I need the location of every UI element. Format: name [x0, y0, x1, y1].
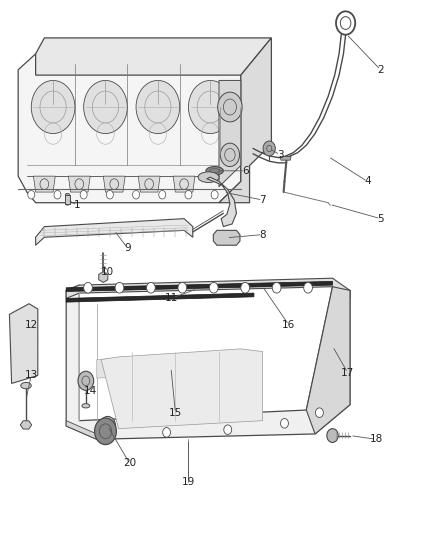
Text: 16: 16	[282, 320, 296, 330]
Polygon shape	[33, 176, 55, 192]
Ellipse shape	[65, 203, 70, 205]
Ellipse shape	[220, 233, 233, 242]
Polygon shape	[103, 176, 125, 192]
Polygon shape	[306, 287, 350, 434]
Polygon shape	[10, 304, 38, 383]
Text: 11: 11	[164, 293, 177, 303]
Polygon shape	[219, 80, 241, 187]
Polygon shape	[138, 176, 160, 192]
Text: 10: 10	[101, 267, 114, 277]
Polygon shape	[35, 38, 272, 75]
Text: 9: 9	[124, 243, 131, 253]
Polygon shape	[219, 38, 272, 203]
Circle shape	[327, 429, 338, 442]
Text: 12: 12	[25, 320, 38, 330]
Ellipse shape	[198, 172, 219, 182]
Text: 8: 8	[259, 230, 266, 240]
Circle shape	[136, 80, 180, 134]
Circle shape	[20, 365, 29, 375]
Circle shape	[147, 282, 155, 293]
Circle shape	[31, 80, 75, 134]
Polygon shape	[18, 54, 241, 203]
Circle shape	[241, 282, 250, 293]
Polygon shape	[66, 285, 350, 439]
Ellipse shape	[65, 193, 70, 196]
Polygon shape	[213, 230, 240, 245]
Polygon shape	[20, 421, 32, 429]
Circle shape	[263, 141, 276, 156]
Polygon shape	[65, 195, 70, 204]
Polygon shape	[97, 352, 241, 378]
Polygon shape	[66, 278, 350, 298]
Polygon shape	[35, 219, 193, 245]
Polygon shape	[101, 349, 263, 429]
Circle shape	[106, 426, 114, 436]
Circle shape	[115, 282, 124, 293]
Text: 13: 13	[25, 370, 38, 381]
Circle shape	[133, 190, 140, 199]
Text: 6: 6	[242, 166, 248, 176]
Polygon shape	[68, 176, 90, 192]
Circle shape	[28, 190, 35, 199]
Text: 7: 7	[259, 195, 266, 205]
Circle shape	[178, 282, 187, 293]
Circle shape	[209, 282, 218, 293]
Circle shape	[159, 190, 166, 199]
Polygon shape	[173, 176, 195, 192]
Circle shape	[162, 427, 170, 437]
Circle shape	[220, 143, 240, 166]
Circle shape	[315, 408, 323, 417]
Text: 20: 20	[123, 458, 136, 468]
Text: 18: 18	[370, 434, 383, 445]
Ellipse shape	[21, 382, 31, 389]
Circle shape	[106, 190, 113, 199]
Polygon shape	[66, 421, 97, 439]
Text: 14: 14	[84, 386, 97, 397]
Circle shape	[211, 190, 218, 199]
Circle shape	[84, 282, 92, 293]
Circle shape	[272, 282, 281, 293]
Circle shape	[84, 80, 127, 134]
Circle shape	[20, 308, 29, 319]
Circle shape	[95, 418, 117, 445]
Polygon shape	[207, 177, 237, 227]
Text: 15: 15	[169, 408, 182, 418]
Ellipse shape	[206, 166, 223, 175]
Polygon shape	[99, 272, 108, 282]
Circle shape	[304, 282, 312, 293]
Circle shape	[185, 190, 192, 199]
Text: 3: 3	[277, 150, 283, 160]
Circle shape	[78, 371, 94, 390]
Text: 4: 4	[364, 176, 371, 187]
Circle shape	[14, 329, 33, 353]
Ellipse shape	[82, 403, 90, 408]
Circle shape	[218, 92, 242, 122]
Circle shape	[100, 416, 116, 435]
Circle shape	[54, 190, 61, 199]
Circle shape	[281, 418, 288, 428]
Text: 17: 17	[341, 368, 354, 378]
Circle shape	[188, 80, 232, 134]
Polygon shape	[66, 281, 332, 292]
Text: 19: 19	[182, 477, 195, 487]
Polygon shape	[66, 293, 254, 302]
Text: 5: 5	[377, 214, 384, 224]
Text: 1: 1	[74, 200, 81, 211]
Circle shape	[224, 425, 232, 434]
Circle shape	[80, 190, 87, 199]
Polygon shape	[280, 157, 291, 160]
Text: 2: 2	[377, 65, 384, 75]
